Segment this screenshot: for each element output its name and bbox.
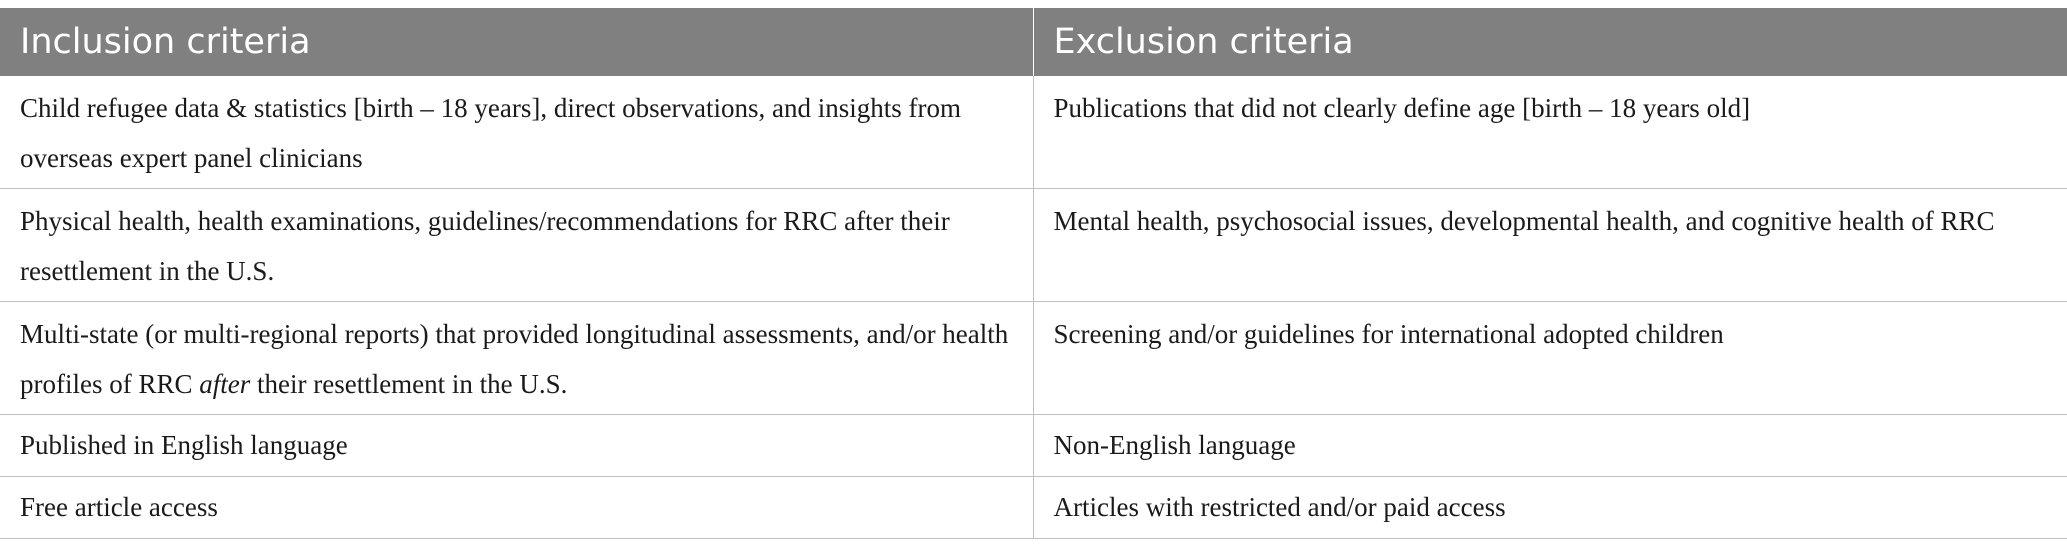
table-row: Free article access Articles with restri…	[0, 476, 2067, 539]
inclusion-text-emphasis: after	[199, 369, 251, 399]
header-exclusion-criteria: Exclusion criteria	[1033, 8, 2067, 76]
inclusion-cell: Free article access	[0, 476, 1034, 539]
inclusion-text-before: Multi-state (or multi-regional reports) …	[20, 319, 1009, 399]
table-row: Published in English language Non-Englis…	[0, 414, 2067, 477]
criteria-table: Inclusion criteria Exclusion criteria Ch…	[0, 8, 2067, 539]
inclusion-cell: Published in English language	[0, 414, 1034, 477]
header-inclusion-criteria: Inclusion criteria	[0, 8, 1034, 76]
exclusion-cell: Articles with restricted and/or paid acc…	[1033, 476, 2067, 539]
table-row: Multi-state (or multi-regional reports) …	[0, 301, 2067, 415]
inclusion-cell: Child refugee data & statistics [birth –…	[0, 76, 1034, 189]
exclusion-cell: Screening and/or guidelines for internat…	[1033, 301, 2067, 415]
exclusion-cell: Publications that did not clearly define…	[1033, 76, 2067, 189]
table-row: Child refugee data & statistics [birth –…	[0, 76, 2067, 189]
exclusion-cell: Non-English language	[1033, 414, 2067, 477]
inclusion-cell: Multi-state (or multi-regional reports) …	[0, 301, 1034, 415]
exclusion-cell: Mental health, psychosocial issues, deve…	[1033, 188, 2067, 302]
table-header-row: Inclusion criteria Exclusion criteria	[0, 8, 2067, 76]
criteria-table-container: Inclusion criteria Exclusion criteria Ch…	[0, 8, 2067, 539]
inclusion-cell: Physical health, health examinations, gu…	[0, 188, 1034, 302]
inclusion-text-after: their resettlement in the U.S.	[250, 369, 568, 399]
table-row: Physical health, health examinations, gu…	[0, 188, 2067, 302]
